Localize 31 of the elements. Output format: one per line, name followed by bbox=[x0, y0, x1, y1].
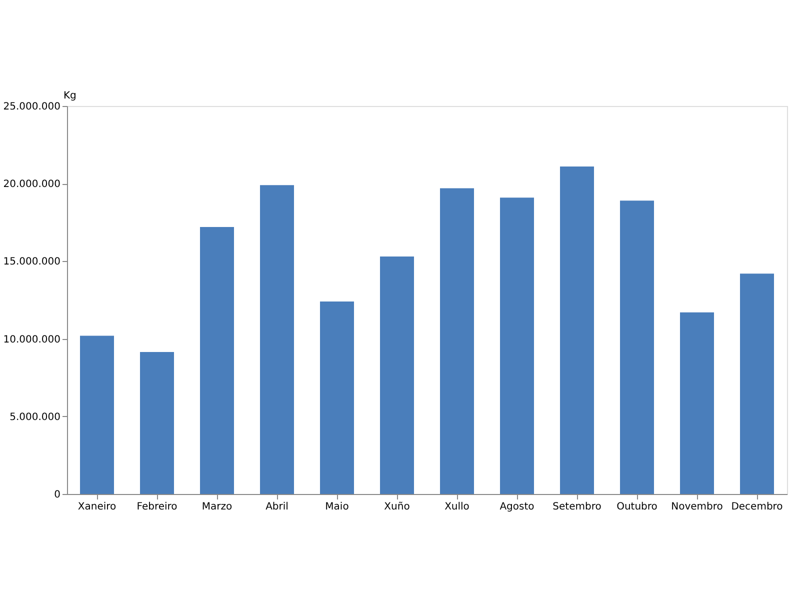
y-tick-label: 10.000.000 bbox=[3, 334, 60, 346]
x-tick-label: Febreiro bbox=[136, 502, 178, 512]
bar bbox=[320, 302, 354, 494]
y-axis-title: Kg bbox=[64, 90, 76, 102]
x-tick-label: Marzo bbox=[202, 502, 232, 512]
x-tick-label: Outubro bbox=[616, 502, 658, 512]
bar bbox=[380, 256, 414, 494]
bar bbox=[500, 198, 534, 494]
x-tick-label: Decembro bbox=[731, 502, 783, 512]
x-tick-label: Maio bbox=[325, 502, 349, 512]
bar bbox=[200, 227, 234, 494]
bar bbox=[440, 188, 474, 494]
bar bbox=[80, 336, 114, 494]
x-tick-label: Novembro bbox=[671, 502, 723, 512]
x-tick-label: Xuño bbox=[384, 502, 410, 512]
bar bbox=[140, 352, 174, 494]
x-tick-label: Setembro bbox=[552, 502, 602, 512]
x-tick-label: Xaneiro bbox=[78, 502, 116, 512]
y-tick-label: 0 bbox=[54, 490, 60, 500]
x-tick-label: Xullo bbox=[444, 502, 470, 512]
y-tick-label: 5.000.000 bbox=[10, 412, 60, 423]
bar bbox=[560, 166, 594, 494]
y-tick-label: 15.000.000 bbox=[3, 256, 60, 268]
bar bbox=[620, 200, 654, 494]
x-tick-label: Abril bbox=[266, 502, 288, 512]
bar bbox=[680, 312, 714, 494]
y-tick-label: 25.000.000 bbox=[3, 102, 60, 112]
y-tick-label: 20.000.000 bbox=[3, 179, 60, 190]
x-tick-label: Agosto bbox=[500, 502, 534, 512]
bar bbox=[260, 185, 294, 494]
bar bbox=[740, 274, 774, 494]
